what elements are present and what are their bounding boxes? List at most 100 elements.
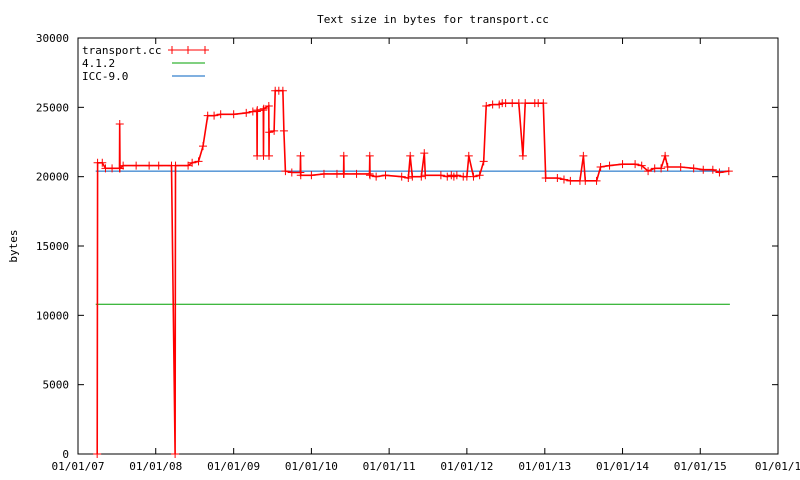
- data-point: [216, 110, 225, 119]
- data-point: [397, 172, 406, 181]
- data-point: [479, 157, 488, 166]
- data-point: [171, 161, 180, 170]
- data-point: [521, 99, 530, 108]
- data-point: [188, 158, 197, 167]
- data-point: [287, 168, 296, 177]
- data-point: [657, 164, 666, 173]
- data-point: [482, 101, 491, 110]
- data-point: [365, 171, 374, 180]
- x-tick-label: 01/01/1: [755, 460, 800, 473]
- data-point: [281, 167, 290, 176]
- legend-label: ICC-9.0: [82, 70, 128, 83]
- data-point: [352, 169, 361, 178]
- data-point: [417, 172, 426, 181]
- series-layer: [93, 86, 733, 458]
- data-point: [154, 161, 163, 170]
- data-point: [581, 176, 590, 185]
- data-point: [406, 151, 415, 160]
- plot-border: [77, 37, 779, 455]
- x-tick-label: 01/01/08: [129, 460, 182, 473]
- data-point: [579, 151, 588, 160]
- chart-title: Text size in bytes for transport.cc: [317, 13, 549, 26]
- data-point: [715, 168, 724, 177]
- series-line: [96, 89, 729, 455]
- data-point: [469, 172, 478, 181]
- legend-marker: [184, 46, 192, 54]
- y-tick-label: 20000: [36, 171, 69, 184]
- data-point: [372, 172, 381, 181]
- data-point: [199, 142, 208, 151]
- data-point: [724, 167, 733, 176]
- data-point: [93, 450, 102, 458]
- data-point: [115, 119, 124, 128]
- data-point: [365, 151, 374, 160]
- data-point: [98, 158, 107, 167]
- x-tick-label: 01/01/13: [518, 460, 571, 473]
- x-tick-label: 01/01/15: [674, 460, 727, 473]
- data-point: [539, 99, 548, 108]
- data-point: [421, 171, 430, 180]
- data-point: [708, 165, 717, 174]
- legend-marker: [201, 46, 209, 54]
- data-point: [541, 174, 550, 183]
- data-point: [452, 171, 461, 180]
- data-point: [145, 161, 154, 170]
- y-tick-label: 25000: [36, 101, 69, 114]
- data-point: [404, 174, 413, 183]
- data-point: [132, 161, 141, 170]
- y-tick-label: 0: [62, 448, 69, 461]
- x-tick-label: 01/01/12: [440, 460, 493, 473]
- series-transport-cc: [93, 86, 733, 458]
- data-point: [618, 160, 627, 169]
- data-point: [566, 176, 575, 185]
- data-point: [631, 160, 640, 169]
- data-point: [108, 164, 117, 173]
- data-point: [592, 176, 601, 185]
- data-point: [119, 161, 128, 170]
- data-point: [270, 126, 279, 135]
- data-point: [296, 151, 305, 160]
- x-tick-label: 01/01/10: [285, 460, 338, 473]
- legend-marker: [168, 46, 176, 54]
- data-point: [339, 151, 348, 160]
- data-point: [553, 174, 562, 183]
- data-point: [518, 151, 527, 160]
- data-point: [278, 86, 287, 95]
- y-tick-label: 10000: [36, 309, 69, 322]
- data-point: [689, 164, 698, 173]
- data-point: [605, 161, 614, 170]
- data-point: [559, 175, 568, 184]
- data-point: [242, 108, 251, 117]
- data-point: [420, 149, 429, 158]
- data-point: [699, 165, 708, 174]
- data-point: [408, 172, 417, 181]
- data-point: [296, 171, 305, 180]
- legend-label: transport.cc: [82, 44, 161, 57]
- data-point: [210, 111, 219, 120]
- y-axis-label: bytes: [7, 229, 20, 262]
- x-tick-label: 01/01/11: [363, 460, 416, 473]
- data-point: [279, 126, 288, 135]
- data-point: [475, 171, 484, 180]
- data-point: [436, 171, 445, 180]
- data-point: [637, 161, 646, 170]
- legend-label: 4.1.2: [82, 57, 115, 70]
- x-tick-label: 01/01/09: [207, 460, 260, 473]
- data-point: [661, 151, 670, 160]
- y-tick-label: 15000: [36, 240, 69, 253]
- data-point: [307, 171, 316, 180]
- x-tick-label: 01/01/07: [52, 460, 105, 473]
- plot-area: [77, 37, 779, 455]
- data-point: [464, 151, 473, 160]
- data-point: [229, 110, 238, 119]
- data-point: [259, 104, 268, 113]
- y-tick-label: 30000: [36, 32, 69, 45]
- data-point: [265, 128, 274, 137]
- data-point: [663, 162, 672, 171]
- x-axis: 01/01/07 01/01/08 01/01/09 01/01/10 01/01/11…: [52, 38, 800, 473]
- data-point: [676, 162, 685, 171]
- x-tick-label: 01/01/14: [596, 460, 649, 473]
- data-point: [265, 151, 274, 160]
